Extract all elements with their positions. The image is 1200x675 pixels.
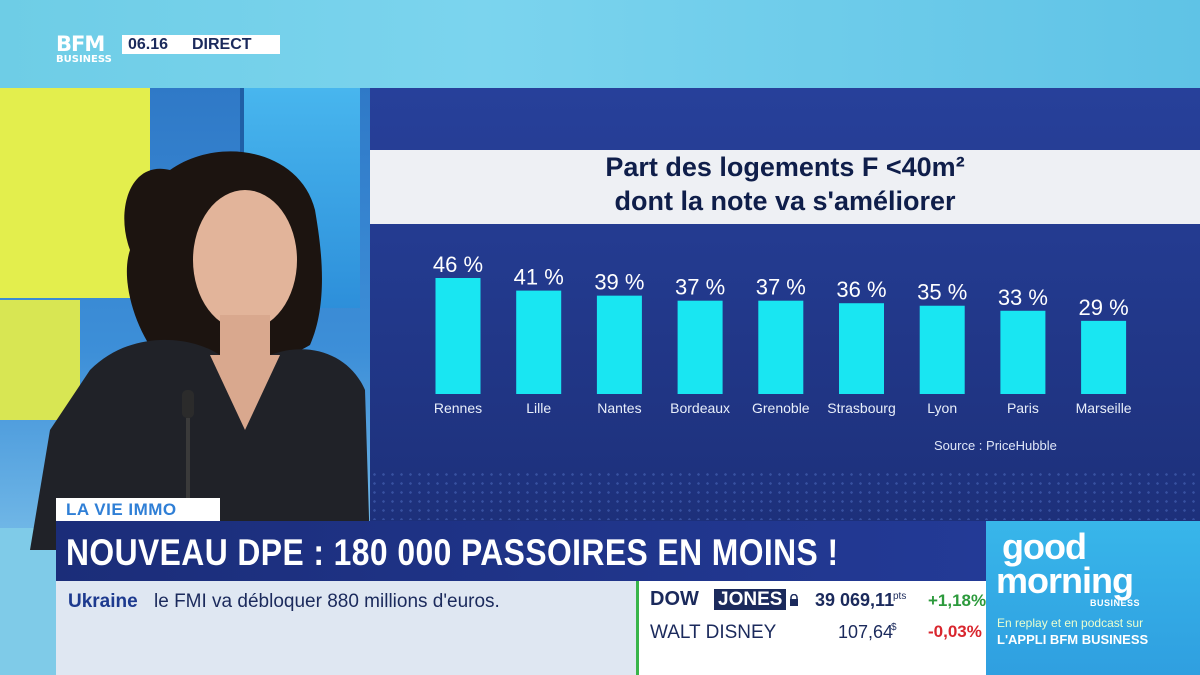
bar-rennes	[435, 278, 481, 394]
category-label-grenoble: Grenoble	[752, 400, 810, 416]
category-label-marseille: Marseille	[1076, 400, 1132, 416]
bar-lyon	[919, 305, 965, 394]
bar-grenoble	[758, 300, 804, 394]
market-ticker	[636, 581, 986, 675]
value-label-lille: 41 %	[514, 265, 564, 290]
lock-icon	[790, 594, 798, 606]
clock-badge: 06.16 DIRECT	[122, 35, 280, 54]
bar-marseille	[1081, 320, 1127, 394]
studio-yellow-panel	[0, 88, 150, 298]
broadcast-time: 06.16	[128, 36, 169, 53]
index-name-b: JONES	[714, 589, 787, 610]
value-label-paris: 33 %	[998, 285, 1048, 310]
chart-subtitle: dont la note va s'améliorer	[614, 186, 956, 216]
stock-value: 107,64	[838, 622, 894, 642]
value-label-strasbourg: 36 %	[836, 277, 886, 302]
promo-line1: good	[1002, 526, 1087, 567]
chart-source: Source : PriceHubble	[934, 438, 1057, 453]
promo-box	[986, 521, 1200, 675]
logo-text-top: BFM	[56, 32, 105, 56]
ticker-text: le FMI va débloquer 880 millions d'euros…	[154, 591, 500, 612]
chart-title: Part des logements F <40m²	[605, 152, 965, 182]
value-label-nantes: 39 %	[594, 270, 644, 295]
value-label-marseille: 29 %	[1079, 295, 1129, 320]
category-label-nantes: Nantes	[597, 400, 641, 416]
category-label-lyon: Lyon	[927, 400, 957, 416]
logo-text-bottom: BUSINESS	[56, 54, 112, 65]
stock-unit: $	[891, 622, 897, 633]
promo-replay: En replay et en podcast sur	[997, 616, 1144, 630]
category-label-rennes: Rennes	[434, 400, 482, 416]
dot-pattern	[370, 470, 1200, 520]
ticker-topic: Ukraine	[68, 591, 138, 612]
index-unit: pts	[893, 591, 907, 602]
news-ticker: Ukraine le FMI va débloquer 880 millions…	[56, 581, 636, 675]
presenter-image	[30, 151, 370, 550]
chart-title-band	[370, 150, 1200, 224]
value-label-lyon: 35 %	[917, 280, 967, 305]
headline-bar	[56, 521, 986, 581]
value-label-grenoble: 37 %	[756, 275, 806, 300]
stock-change: -0,03%	[928, 622, 982, 641]
promo-line3: BUSINESS	[1090, 598, 1141, 608]
category-label-lille: Lille	[526, 400, 551, 416]
category-label-bordeaux: Bordeaux	[670, 400, 730, 416]
bar-paris	[1000, 310, 1046, 394]
bar-nantes	[596, 295, 642, 394]
bar-bordeaux	[677, 300, 723, 394]
studio-yellow-panel-lower	[0, 300, 80, 420]
value-label-rennes: 46 %	[433, 252, 483, 277]
promo-app: L'APPLI BFM BUSINESS	[997, 632, 1149, 647]
headline: NOUVEAU DPE : 180 000 PASSOIRES EN MOINS…	[66, 532, 839, 573]
promo-line2: morning	[996, 560, 1134, 601]
live-label: DIRECT	[192, 36, 252, 53]
stock-name: WALT DISNEY	[650, 622, 777, 643]
bar-strasbourg	[839, 303, 884, 394]
bar-chart: 46 % Rennes 41 % Lille 39 % Nantes 37 % Bordeau…	[433, 252, 1132, 416]
bar-lille	[516, 290, 562, 394]
index-name-a: DOW	[650, 588, 699, 610]
segment-tag: LA VIE IMMO	[56, 498, 220, 521]
value-label-bordeaux: 37 %	[675, 275, 725, 300]
index-value: 39 069,11	[815, 590, 895, 610]
category-label-paris: Paris	[1007, 400, 1039, 416]
category-label-strasbourg: Strasbourg	[827, 400, 895, 416]
index-change: +1,18%	[928, 591, 987, 610]
bfm-business-logo: BFM BUSINESS	[56, 34, 118, 74]
